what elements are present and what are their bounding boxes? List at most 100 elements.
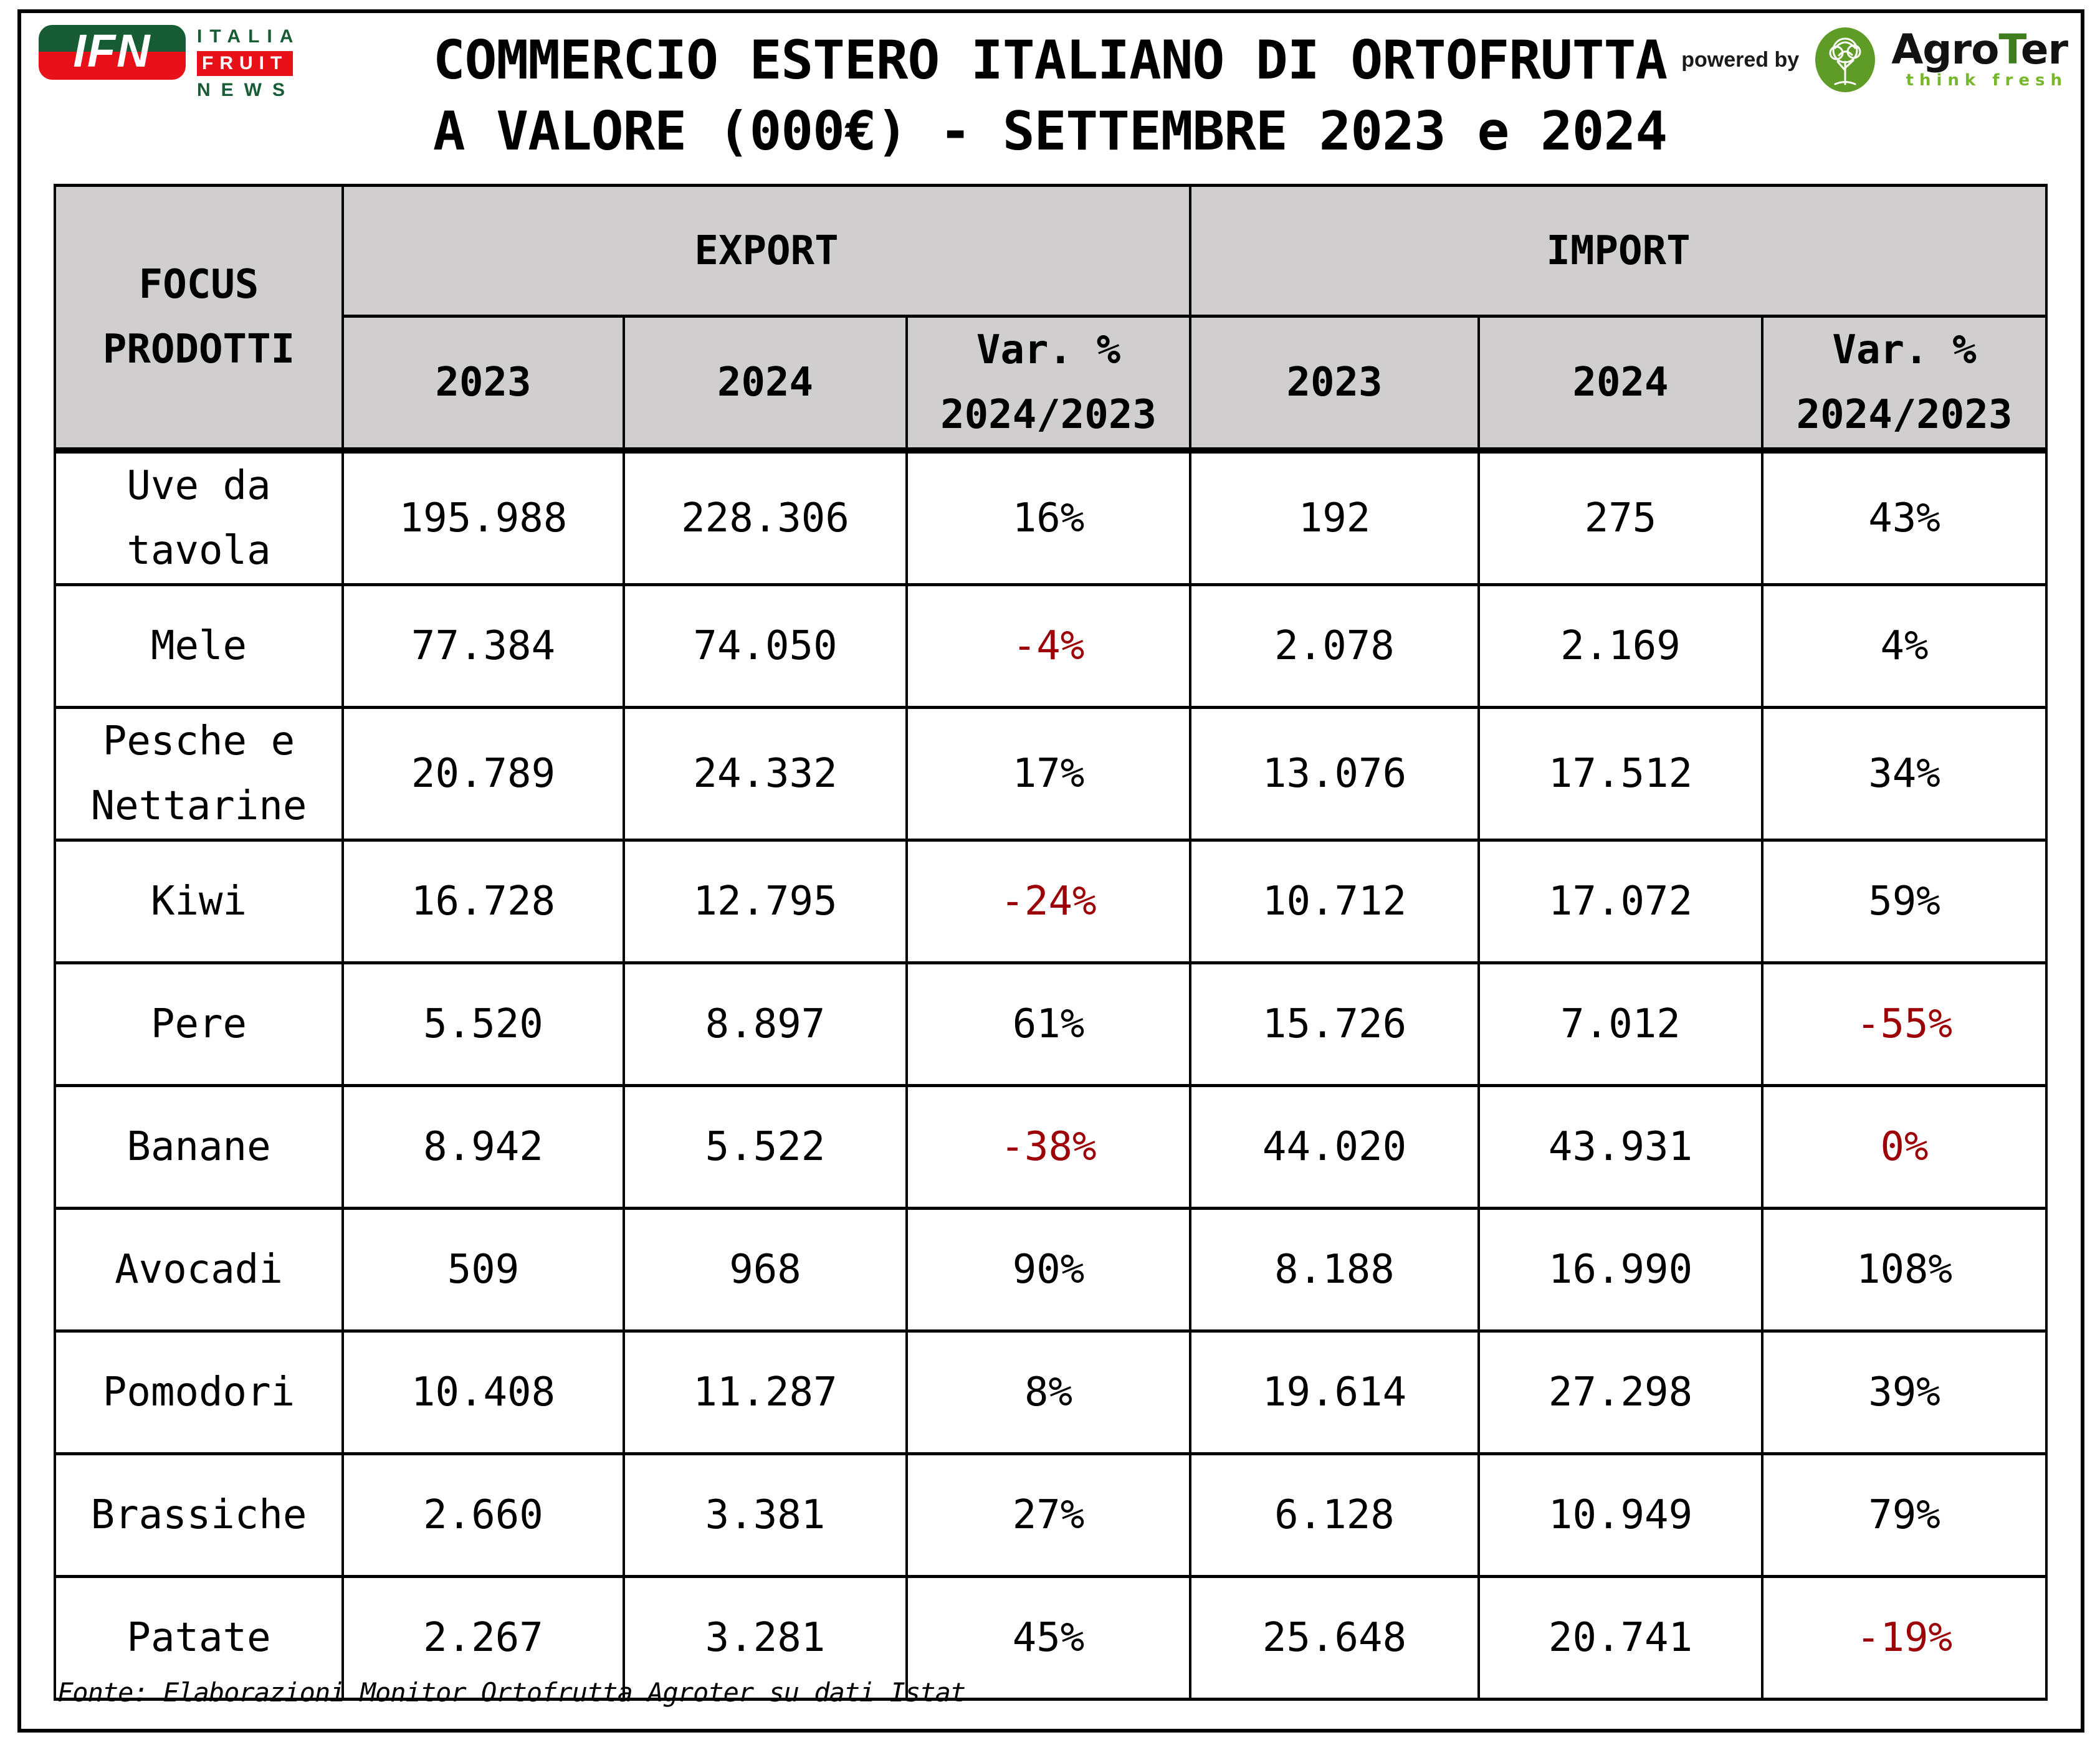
corner-header-focus-prodotti: FOCUS PRODOTTI xyxy=(54,184,344,454)
import-var-value: 43% xyxy=(1761,449,2048,586)
table-row: Patate 2.267 3.281 45% 25.648 20.741 -19… xyxy=(54,1575,2048,1701)
product-name: Pomodori xyxy=(54,1329,344,1455)
table-row: Avocadi 509 968 90% 8.188 16.990 108% xyxy=(54,1207,2048,1333)
import-var-value: -55% xyxy=(1761,961,2048,1087)
agroter-tagline: think fresh xyxy=(1906,71,2068,90)
table-row: Mele 77.384 74.050 -4% 2.078 2.169 4% xyxy=(54,583,2048,709)
import-var-value: 59% xyxy=(1761,839,2048,964)
import-2023-value: 2.078 xyxy=(1189,583,1480,709)
ifn-wordmark-italia: ITALIA xyxy=(197,26,301,47)
product-name: Avocadi xyxy=(54,1207,344,1333)
ifn-wordmark-fruit: FRUIT xyxy=(197,51,294,76)
product-name: Mele xyxy=(54,583,344,709)
export-var-header: Var. % 2024/2023 xyxy=(905,315,1191,454)
product-name: Brassiche xyxy=(54,1452,344,1578)
import-var-value: 79% xyxy=(1761,1452,2048,1578)
import-2023-value: 13.076 xyxy=(1189,706,1480,842)
agroter-logo-block: powered by AgroTer think fresh xyxy=(1681,27,2068,92)
table-row: Pere 5.520 8.897 61% 15.726 7.012 -55% xyxy=(54,961,2048,1087)
import-2023-value: 19.614 xyxy=(1189,1329,1480,1455)
export-2023-value: 2.267 xyxy=(341,1575,625,1701)
import-2024-value: 7.012 xyxy=(1477,961,1764,1087)
export-var-value: 90% xyxy=(905,1207,1191,1333)
agroter-name-agro: Agro xyxy=(1891,26,1999,74)
import-2023-value: 44.020 xyxy=(1189,1084,1480,1210)
ifn-wordmark: ITALIA FRUIT NEWS xyxy=(197,25,300,101)
import-2024-value: 17.072 xyxy=(1477,839,1764,964)
import-2024-value: 16.990 xyxy=(1477,1207,1764,1333)
import-2024-value: 275 xyxy=(1477,449,1764,586)
agroter-wordmark: AgroTer think fresh xyxy=(1891,29,2068,90)
import-2024-value: 20.741 xyxy=(1477,1575,1764,1701)
import-2024-value: 43.931 xyxy=(1477,1084,1764,1210)
agroter-tree-icon xyxy=(1815,27,1876,92)
import-var-value: 34% xyxy=(1761,706,2048,842)
export-2023-value: 509 xyxy=(341,1207,625,1333)
import-2024-value: 10.949 xyxy=(1477,1452,1764,1578)
import-2023-value: 15.726 xyxy=(1189,961,1480,1087)
import-var-value: 39% xyxy=(1761,1329,2048,1455)
powered-by-label: powered by xyxy=(1681,47,1800,72)
trade-table: FOCUS PRODOTTI EXPORT IMPORT 2023 2024 V… xyxy=(54,184,2048,1701)
export-2023-value: 5.520 xyxy=(341,961,625,1087)
export-2024-value: 74.050 xyxy=(623,583,908,709)
table-row: Banane 8.942 5.522 -38% 44.020 43.931 0% xyxy=(54,1084,2048,1210)
group-header-import: IMPORT xyxy=(1189,184,2048,318)
ifn-acronym: IFN xyxy=(73,24,151,77)
export-2023-value: 10.408 xyxy=(341,1329,625,1455)
import-var-value: 0% xyxy=(1761,1084,2048,1210)
ifn-wordmark-news: NEWS xyxy=(197,80,295,100)
export-2023-value: 77.384 xyxy=(341,583,625,709)
product-name: Banane xyxy=(54,1084,344,1210)
table-row: Pomodori 10.408 11.287 8% 19.614 27.298 … xyxy=(54,1329,2048,1455)
ifn-logo: IFN ITALIA FRUIT NEWS xyxy=(39,25,300,101)
export-var-value: -24% xyxy=(905,839,1191,964)
import-2024-value: 2.169 xyxy=(1477,583,1764,709)
export-var-value: 61% xyxy=(905,961,1191,1087)
export-2024-value: 5.522 xyxy=(623,1084,908,1210)
import-2023-value: 10.712 xyxy=(1189,839,1480,964)
export-2023-value: 195.988 xyxy=(341,449,625,586)
table-row: Kiwi 16.728 12.795 -24% 10.712 17.072 59… xyxy=(54,839,2048,964)
product-name: Uve da tavola xyxy=(54,449,344,586)
product-name: Pere xyxy=(54,961,344,1087)
table-row: Uve da tavola 195.988 228.306 16% 192 27… xyxy=(54,449,2048,586)
ifn-badge-icon: IFN xyxy=(39,25,186,80)
export-2024-value: 24.332 xyxy=(623,706,908,842)
export-2024-value: 3.281 xyxy=(623,1575,908,1701)
export-2024-value: 3.381 xyxy=(623,1452,908,1578)
import-var-value: 4% xyxy=(1761,583,2048,709)
export-2024-header: 2024 xyxy=(623,315,908,454)
page-title-line2: A VALORE (000€) - SETTEMBRE 2023 e 2024 xyxy=(432,100,1668,163)
export-var-value: 27% xyxy=(905,1452,1191,1578)
import-2023-header: 2023 xyxy=(1189,315,1480,454)
import-2023-value: 192 xyxy=(1189,449,1480,586)
page-title: COMMERCIO ESTERO ITALIANO DI ORTOFRUTTA … xyxy=(0,25,2100,167)
export-var-value: 17% xyxy=(905,706,1191,842)
import-var-value: 108% xyxy=(1761,1207,2048,1333)
export-2024-value: 8.897 xyxy=(623,961,908,1087)
product-name: Pesche e Nettarine xyxy=(54,706,344,842)
export-2023-value: 2.660 xyxy=(341,1452,625,1578)
import-var-header: Var. % 2024/2023 xyxy=(1761,315,2048,454)
import-2023-value: 6.128 xyxy=(1189,1452,1480,1578)
export-2024-value: 12.795 xyxy=(623,839,908,964)
product-name: Patate xyxy=(54,1575,344,1701)
agroter-name: AgroTer xyxy=(1891,29,2068,70)
source-note: Fonte: Elaborazioni Monitor Ortofrutta A… xyxy=(57,1677,966,1708)
export-var-value: 45% xyxy=(905,1575,1191,1701)
export-2024-value: 228.306 xyxy=(623,449,908,586)
page-title-line1: COMMERCIO ESTERO ITALIANO DI ORTOFRUTTA xyxy=(432,29,1668,92)
export-2024-value: 11.287 xyxy=(623,1329,908,1455)
table-sub-header-row: 2023 2024 Var. % 2024/2023 2023 2024 Var… xyxy=(55,315,2048,454)
export-2023-header: 2023 xyxy=(341,315,625,454)
export-2024-value: 968 xyxy=(623,1207,908,1333)
import-2024-value: 17.512 xyxy=(1477,706,1764,842)
export-2023-value: 16.728 xyxy=(341,839,625,964)
table-row: Brassiche 2.660 3.381 27% 6.128 10.949 7… xyxy=(54,1452,2048,1578)
product-name: Kiwi xyxy=(54,839,344,964)
agroter-name-er: er xyxy=(2020,26,2068,74)
group-header-export: EXPORT xyxy=(341,184,1191,318)
table-group-header-row: FOCUS PRODOTTI EXPORT IMPORT xyxy=(54,184,2048,454)
import-2023-value: 8.188 xyxy=(1189,1207,1480,1333)
